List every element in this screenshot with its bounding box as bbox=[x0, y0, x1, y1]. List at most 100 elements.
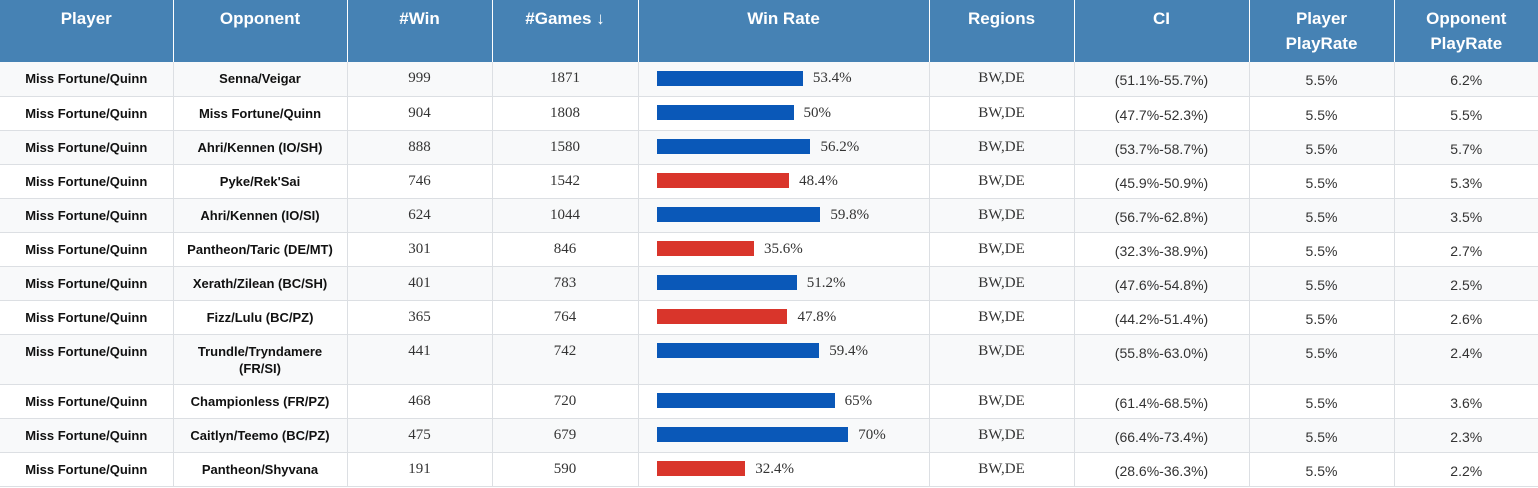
ci-cell: (55.8%-63.0%) bbox=[1074, 334, 1250, 385]
player-cell: Miss Fortune/Quinn bbox=[0, 452, 174, 487]
opponent-playrate-cell: 6.2% bbox=[1394, 62, 1538, 97]
opponent-playrate-cell: 3.5% bbox=[1394, 198, 1538, 233]
header-ci[interactable]: CI bbox=[1074, 0, 1250, 62]
header-opponent-playrate-line2: PlayRate bbox=[1430, 34, 1503, 53]
header-player-label: Player bbox=[60, 9, 112, 28]
ci-cell: (28.6%-36.3%) bbox=[1074, 452, 1250, 487]
table-row: Miss Fortune/Quinn Pyke/Rek'Sai 746 1542 48.… bbox=[0, 164, 1538, 199]
win-rate-label: 32.4% bbox=[755, 460, 795, 477]
header-player[interactable]: Player bbox=[0, 0, 174, 62]
win-rate-bar-group: 59.4% bbox=[656, 341, 925, 361]
header-win[interactable]: #Win bbox=[347, 0, 493, 62]
win-rate-bar bbox=[656, 309, 788, 324]
win-count-cell: 441 bbox=[347, 334, 493, 385]
opponent-playrate-cell: 3.6% bbox=[1394, 384, 1538, 419]
table-row: Miss Fortune/Quinn Senna/Veigar 999 1871 53.… bbox=[0, 62, 1538, 97]
ci-cell: (61.4%-68.5%) bbox=[1074, 384, 1250, 419]
table-row: Miss Fortune/Quinn Ahri/Kennen (IO/SH) 888… bbox=[0, 130, 1538, 165]
win-rate-bar-group: 51.2% bbox=[656, 273, 925, 293]
opponent-playrate-cell: 2.6% bbox=[1394, 300, 1538, 335]
header-win-label: #Win bbox=[399, 9, 440, 28]
ci-cell: (66.4%-73.4%) bbox=[1074, 418, 1250, 453]
games-count-cell: 1044 bbox=[492, 198, 639, 233]
regions-cell: BW,DE bbox=[929, 334, 1075, 385]
regions-cell: BW,DE bbox=[929, 62, 1075, 97]
header-player-playrate-line1: Player bbox=[1295, 9, 1348, 28]
header-opponent[interactable]: Opponent bbox=[173, 0, 348, 62]
win-rate-bar bbox=[656, 393, 835, 408]
header-player-playrate[interactable]: Player PlayRate bbox=[1249, 0, 1395, 62]
regions-cell: BW,DE bbox=[929, 96, 1075, 131]
win-rate-cell: 47.8% bbox=[638, 300, 930, 335]
header-opponent-playrate-line1: Opponent bbox=[1426, 9, 1507, 28]
opponent-cell: Miss Fortune/Quinn bbox=[173, 96, 348, 131]
win-rate-label: 65% bbox=[844, 392, 873, 409]
opponent-playrate-cell: 5.7% bbox=[1394, 130, 1538, 165]
table-row: Miss Fortune/Quinn Pantheon/Taric (DE/MT)… bbox=[0, 232, 1538, 267]
win-count-cell: 365 bbox=[347, 300, 493, 335]
player-playrate-cell: 5.5% bbox=[1249, 418, 1395, 453]
win-rate-bar-group: 48.4% bbox=[656, 171, 925, 191]
header-opponent-playrate[interactable]: Opponent PlayRate bbox=[1394, 0, 1538, 62]
regions-cell: BW,DE bbox=[929, 130, 1075, 165]
win-rate-bar-group: 47.8% bbox=[656, 307, 925, 327]
win-rate-bar bbox=[656, 139, 811, 154]
win-count-cell: 888 bbox=[347, 130, 493, 165]
opponent-cell: Ahri/Kennen (IO/SI) bbox=[173, 198, 348, 233]
win-rate-bar bbox=[656, 343, 820, 358]
games-count-cell: 846 bbox=[492, 232, 639, 267]
opponent-cell: Pyke/Rek'Sai bbox=[173, 164, 348, 199]
ci-cell: (44.2%-51.4%) bbox=[1074, 300, 1250, 335]
player-cell: Miss Fortune/Quinn bbox=[0, 130, 174, 165]
player-playrate-cell: 5.5% bbox=[1249, 452, 1395, 487]
win-rate-label: 53.4% bbox=[812, 70, 852, 86]
opponent-cell: Senna/Veigar bbox=[173, 62, 348, 97]
regions-cell: BW,DE bbox=[929, 198, 1075, 233]
regions-cell: BW,DE bbox=[929, 164, 1075, 199]
win-count-cell: 301 bbox=[347, 232, 493, 267]
win-rate-cell: 56.2% bbox=[638, 130, 930, 165]
ci-cell: (47.6%-54.8%) bbox=[1074, 266, 1250, 301]
win-rate-label: 35.6% bbox=[764, 240, 803, 257]
win-rate-bar-group: 65% bbox=[656, 391, 925, 411]
header-games[interactable]: #Games ↓ bbox=[492, 0, 639, 62]
win-rate-bar-group: 35.6% bbox=[656, 239, 925, 259]
header-opponent-label: Opponent bbox=[219, 9, 301, 28]
opponent-playrate-cell: 5.3% bbox=[1394, 164, 1538, 199]
games-count-cell: 720 bbox=[492, 384, 639, 419]
ci-cell: (51.1%-55.7%) bbox=[1074, 62, 1250, 97]
win-rate-bar-group: 32.4% bbox=[656, 459, 925, 479]
opponent-playrate-cell: 2.5% bbox=[1394, 266, 1538, 301]
win-rate-cell: 35.6% bbox=[638, 232, 930, 267]
player-cell: Miss Fortune/Quinn bbox=[0, 232, 174, 267]
ci-cell: (32.3%-38.9%) bbox=[1074, 232, 1250, 267]
opponent-cell: Fizz/Lulu (BC/PZ) bbox=[173, 300, 348, 335]
win-rate-cell: 32.4% bbox=[638, 452, 930, 487]
header-win-rate[interactable]: Win Rate bbox=[638, 0, 930, 62]
header-regions[interactable]: Regions bbox=[929, 0, 1075, 62]
player-cell: Miss Fortune/Quinn bbox=[0, 164, 174, 199]
regions-cell: BW,DE bbox=[929, 452, 1075, 487]
ci-cell: (45.9%-50.9%) bbox=[1074, 164, 1250, 199]
opponent-playrate-cell: 2.4% bbox=[1394, 334, 1538, 385]
win-rate-bar bbox=[656, 427, 849, 442]
player-playrate-cell: 5.5% bbox=[1249, 164, 1395, 199]
win-rate-label: 51.2% bbox=[806, 274, 846, 291]
player-playrate-cell: 5.5% bbox=[1249, 62, 1395, 97]
win-count-cell: 468 bbox=[347, 384, 493, 419]
player-playrate-cell: 5.5% bbox=[1249, 266, 1395, 301]
win-rate-bar bbox=[656, 275, 797, 290]
ci-cell: (47.7%-52.3%) bbox=[1074, 96, 1250, 131]
opponent-cell: Pantheon/Shyvana bbox=[173, 452, 348, 487]
win-rate-cell: 51.2% bbox=[638, 266, 930, 301]
win-rate-label: 48.4% bbox=[799, 172, 838, 189]
table-row: Miss Fortune/Quinn Miss Fortune/Quinn 904 1… bbox=[0, 96, 1538, 131]
regions-cell: BW,DE bbox=[929, 266, 1075, 301]
games-count-cell: 783 bbox=[492, 266, 639, 301]
win-rate-label: 59.8% bbox=[830, 206, 870, 223]
header-player-playrate-line2: PlayRate bbox=[1285, 34, 1358, 53]
player-cell: Miss Fortune/Quinn bbox=[0, 96, 174, 131]
win-rate-bar bbox=[656, 207, 821, 222]
ci-cell: (53.7%-58.7%) bbox=[1074, 130, 1250, 165]
